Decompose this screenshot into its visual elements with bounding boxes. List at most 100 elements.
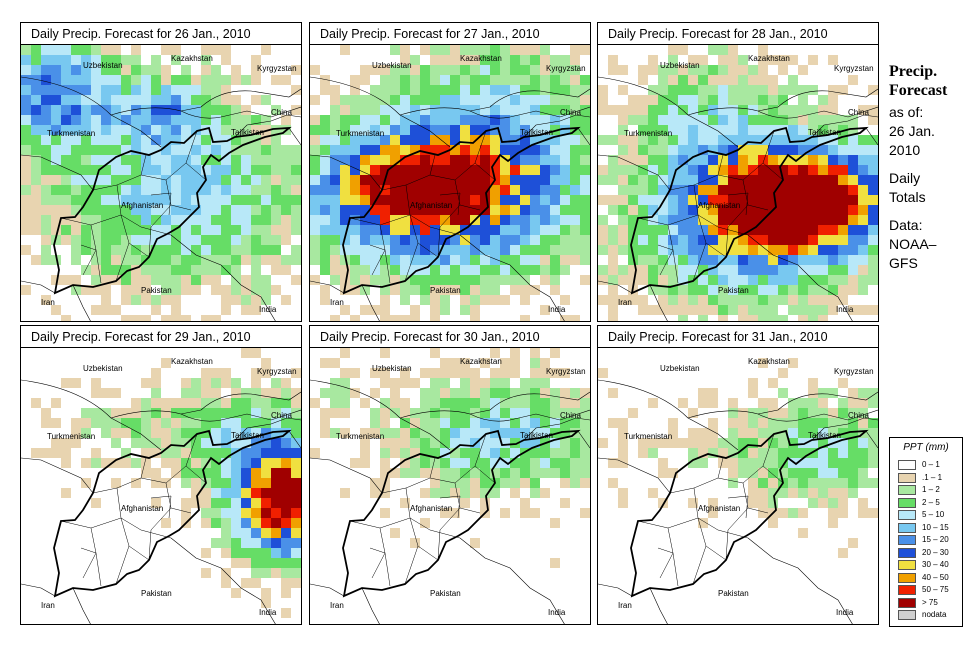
precip-cell	[768, 245, 778, 255]
precip-cell	[838, 115, 848, 125]
precip-cell	[201, 115, 211, 125]
precip-cell	[788, 458, 798, 468]
precip-cell	[41, 115, 51, 125]
precip-cell	[698, 428, 708, 438]
precip-cell	[81, 195, 91, 205]
precip-cell	[340, 215, 350, 225]
precip-cell	[350, 195, 360, 205]
precip-cell	[41, 95, 51, 105]
precip-cell	[758, 95, 768, 105]
precip-cell	[638, 205, 648, 215]
precip-cell	[380, 265, 390, 275]
precip-cell	[450, 45, 460, 55]
precip-cell	[530, 508, 540, 518]
precip-cell	[500, 438, 510, 448]
precip-cell	[550, 55, 560, 65]
precip-cell	[211, 498, 221, 508]
precip-cell	[310, 155, 320, 165]
precip-cell	[718, 315, 728, 321]
precip-cell	[718, 155, 728, 165]
precip-cell	[201, 255, 211, 265]
precip-cell	[251, 285, 261, 295]
precip-cell	[450, 388, 460, 398]
precip-cell	[51, 115, 61, 125]
precip-cell	[748, 255, 758, 265]
precip-cell	[400, 115, 410, 125]
precip-cell	[460, 45, 470, 55]
side-daily: Daily	[889, 170, 921, 186]
precip-cell	[698, 285, 708, 295]
precip-cell	[271, 498, 281, 508]
precip-cell	[638, 295, 648, 305]
country-label: Uzbekistan	[660, 364, 700, 373]
precip-cell	[191, 428, 201, 438]
precip-cell	[788, 225, 798, 235]
precip-cell	[758, 488, 768, 498]
precip-cell	[430, 145, 440, 155]
precip-cell	[708, 105, 718, 115]
precip-cell	[470, 235, 480, 245]
precip-cell	[291, 548, 301, 558]
precip-cell	[778, 315, 788, 321]
precip-cell	[748, 125, 758, 135]
precip-cell	[560, 468, 570, 478]
precip-cell	[510, 75, 520, 85]
precip-cell	[648, 275, 658, 285]
precip-cell	[420, 488, 430, 498]
precip-cell	[131, 45, 141, 55]
precip-cell	[91, 235, 101, 245]
country-label: India	[836, 305, 854, 314]
precip-cell	[858, 205, 868, 215]
precip-cell	[380, 225, 390, 235]
precip-cell	[450, 458, 460, 468]
precip-cell	[211, 45, 221, 55]
precip-cell	[161, 105, 171, 115]
country-label: Tajikistan	[231, 431, 264, 440]
precip-cell	[678, 85, 688, 95]
precip-cell	[828, 285, 838, 295]
precip-cell	[598, 225, 608, 235]
precip-cell	[101, 205, 111, 215]
precip-cell	[151, 388, 161, 398]
precip-cell	[490, 165, 500, 175]
precip-cell	[420, 145, 430, 155]
precip-cell	[231, 285, 241, 295]
precip-cell	[480, 105, 490, 115]
precip-cell	[848, 458, 858, 468]
precip-cell	[688, 75, 698, 85]
precip-cell	[678, 125, 688, 135]
precip-cell	[530, 205, 540, 215]
precip-cell	[858, 498, 868, 508]
precip-cell	[380, 398, 390, 408]
precip-cell	[91, 418, 101, 428]
precip-cell	[221, 368, 231, 378]
precip-cell	[848, 275, 858, 285]
legend-label: 1 – 2	[922, 485, 940, 494]
country-label: Pakistan	[430, 286, 461, 295]
precip-cell	[141, 145, 151, 155]
precip-cell	[41, 155, 51, 165]
precip-cell	[161, 275, 171, 285]
precip-cell	[778, 255, 788, 265]
precip-cell	[460, 368, 470, 378]
precip-cell	[410, 215, 420, 225]
country-label: Afghanistan	[121, 201, 163, 210]
precip-cell	[480, 428, 490, 438]
precip-cell	[778, 388, 788, 398]
precip-cell	[738, 105, 748, 115]
precip-cell	[550, 235, 560, 245]
precip-cell	[570, 175, 580, 185]
precip-cell	[848, 448, 858, 458]
side-caption: Precip. Forecast as of: 26 Jan. 2010 Dai…	[889, 62, 974, 273]
precip-cell	[460, 438, 470, 448]
precip-cell	[500, 155, 510, 165]
precip-cell	[71, 135, 81, 145]
precip-cell	[608, 388, 618, 398]
precip-cell	[91, 458, 101, 468]
precip-cell	[221, 428, 231, 438]
precip-cell	[211, 155, 221, 165]
precip-cell	[71, 225, 81, 235]
precip-cell	[400, 55, 410, 65]
precip-cell	[261, 285, 271, 295]
